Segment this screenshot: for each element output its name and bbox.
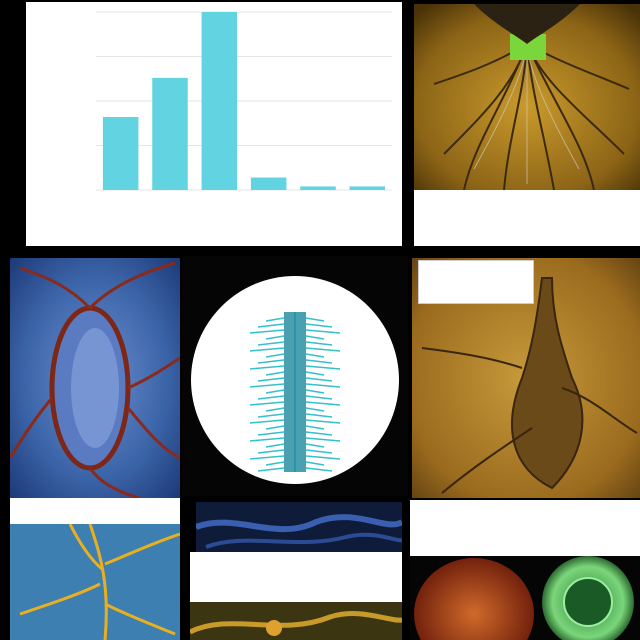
- chart-card: [26, 2, 402, 246]
- organism-panel-gold: [414, 4, 640, 190]
- caption-card-bottom-center-left: [190, 552, 402, 602]
- bar-2: [201, 12, 238, 190]
- caption-card-mid-right: [418, 260, 534, 304]
- spine-panel: [182, 256, 408, 496]
- caption-card-bottom-right: [410, 500, 640, 556]
- caption-card-top-right: [414, 190, 640, 246]
- dark-vein-strip: [196, 502, 402, 552]
- bar-5: [349, 186, 386, 190]
- tissue-panel-blue: [10, 258, 180, 498]
- bar-3: [250, 177, 287, 190]
- bar-0: [102, 117, 139, 190]
- organ-panel-gold: [412, 258, 640, 498]
- chart-panel: [0, 0, 404, 248]
- neuron-panel: [10, 524, 180, 640]
- caption-card-bottom-left: [10, 498, 180, 524]
- bar-chart: [96, 11, 392, 191]
- spheres-panel: [410, 556, 640, 640]
- bar-4: [300, 186, 336, 190]
- bottom-center-strip: [190, 602, 402, 640]
- organism-illustration: [414, 4, 640, 190]
- bar-1: [152, 77, 188, 190]
- spine-illustration: [191, 276, 399, 484]
- tissue-illustration: [10, 258, 180, 498]
